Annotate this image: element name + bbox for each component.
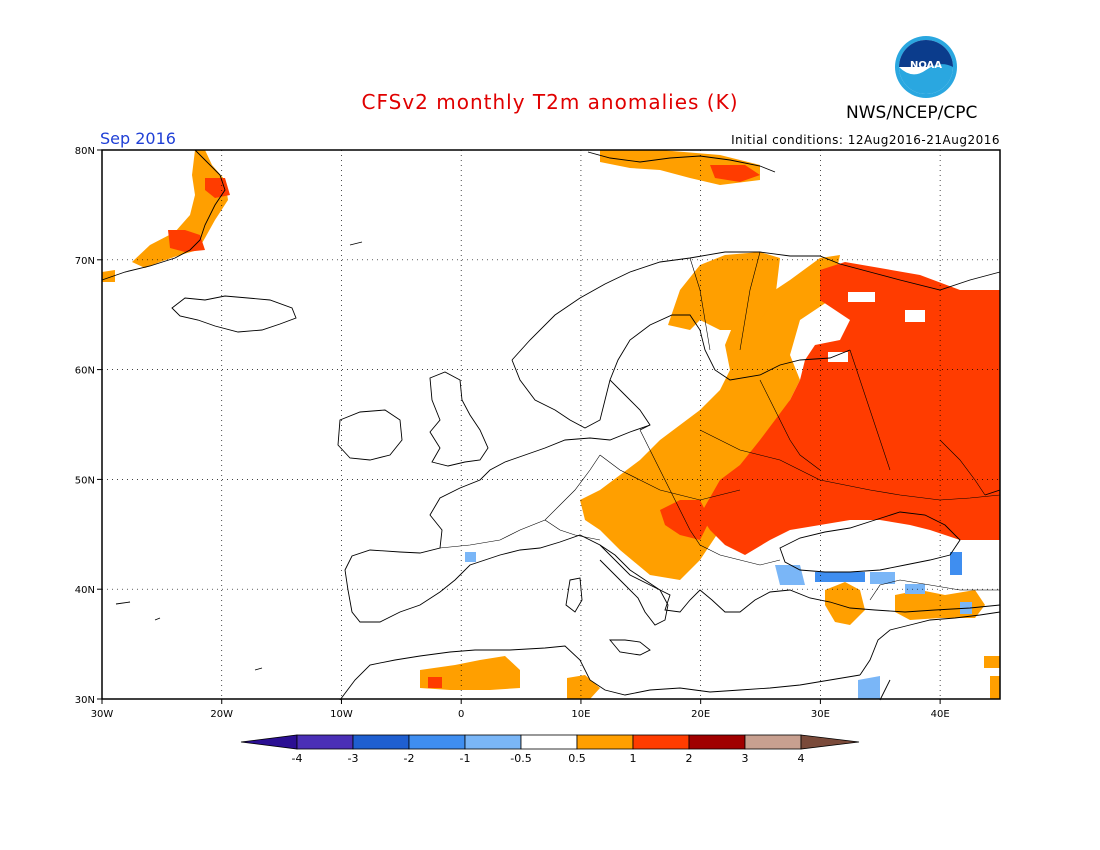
coastlines bbox=[101, 149, 1001, 701]
colorbar-label: 3 bbox=[742, 752, 749, 765]
anomaly-patch bbox=[710, 165, 760, 182]
colorbar-box bbox=[408, 734, 466, 750]
colorbar-low-end bbox=[240, 734, 298, 750]
anomaly-patch bbox=[465, 552, 476, 562]
anomaly-patch bbox=[870, 572, 895, 584]
colorbar-label: -0.5 bbox=[510, 752, 531, 765]
anomaly-patch bbox=[205, 178, 230, 198]
lon-label: 10W bbox=[330, 709, 353, 720]
axis-ticks: 30N 40N 50N 60N 70N 80N 30W 20W 10W 0 10E 20E 30E 40E bbox=[75, 146, 950, 720]
lon-label: 30E bbox=[811, 709, 830, 720]
org-label: NWS/NCEP/CPC bbox=[846, 103, 978, 123]
lon-label: 30W bbox=[91, 709, 114, 720]
lat-label: 70N bbox=[75, 256, 95, 267]
colorbar-label: 4 bbox=[798, 752, 805, 765]
colorbar-label: 2 bbox=[686, 752, 693, 765]
lat-label: 30N bbox=[75, 695, 95, 706]
colorbar: -4 -3 -2 -1 -0.5 0.5 1 2 3 4 bbox=[240, 734, 860, 765]
lon-label: 20E bbox=[691, 709, 710, 720]
anomaly-gap bbox=[828, 352, 848, 362]
colorbar-box bbox=[576, 734, 634, 750]
colorbar-label: -4 bbox=[292, 752, 303, 765]
colorbar-box bbox=[464, 734, 522, 750]
colorbar-box bbox=[520, 734, 578, 750]
anomaly-patch bbox=[428, 677, 442, 688]
anomaly-patch bbox=[168, 230, 205, 252]
map-title: CFSv2 monthly T2m anomalies (K) bbox=[361, 90, 739, 114]
colorbar-box bbox=[632, 734, 690, 750]
anomaly-patch bbox=[132, 150, 228, 268]
colorbar-label: -3 bbox=[348, 752, 359, 765]
colorbar-box bbox=[296, 734, 354, 750]
anomaly-patch bbox=[420, 656, 520, 690]
lat-label: 50N bbox=[75, 475, 95, 486]
anomaly-patch bbox=[825, 582, 865, 625]
anomaly-patch bbox=[984, 656, 1000, 668]
noaa-logo-text: NOAA bbox=[910, 60, 942, 71]
anomaly-layer bbox=[102, 150, 1000, 699]
anomaly-patch bbox=[668, 252, 780, 330]
anomaly-patch bbox=[905, 584, 925, 594]
lon-label: 10E bbox=[571, 709, 590, 720]
lat-label: 80N bbox=[75, 146, 95, 157]
map-frame bbox=[101, 149, 1001, 700]
anomaly-gap bbox=[848, 292, 875, 302]
colorbar-high-end bbox=[800, 734, 860, 750]
colorbar-label: -1 bbox=[460, 752, 471, 765]
noaa-logo-icon: NOAA bbox=[895, 36, 957, 98]
initial-conditions: Initial conditions: 12Aug2016-21Aug2016 bbox=[731, 133, 1000, 147]
anomaly-patch bbox=[950, 552, 962, 575]
lon-label: 40E bbox=[931, 709, 950, 720]
lat-label: 60N bbox=[75, 366, 95, 377]
colorbar-box bbox=[352, 734, 410, 750]
anomaly-patch bbox=[775, 565, 805, 585]
colorbar-label: -2 bbox=[404, 752, 415, 765]
anomaly-patch bbox=[858, 676, 880, 699]
anomaly-patch bbox=[580, 255, 840, 580]
colorbar-box bbox=[744, 734, 802, 750]
anomaly-patch bbox=[567, 675, 600, 699]
anomaly-patch bbox=[700, 262, 1000, 555]
lat-label: 40N bbox=[75, 585, 95, 596]
colorbar-label: 1 bbox=[630, 752, 637, 765]
anomaly-patch bbox=[990, 676, 1000, 699]
colorbar-box bbox=[688, 734, 746, 750]
lon-label: 0 bbox=[458, 709, 464, 720]
anomaly-patch bbox=[815, 572, 865, 582]
lon-label: 20W bbox=[210, 709, 233, 720]
forecast-month: Sep 2016 bbox=[100, 129, 176, 148]
colorbar-label: 0.5 bbox=[568, 752, 586, 765]
anomaly-gap bbox=[905, 310, 925, 322]
